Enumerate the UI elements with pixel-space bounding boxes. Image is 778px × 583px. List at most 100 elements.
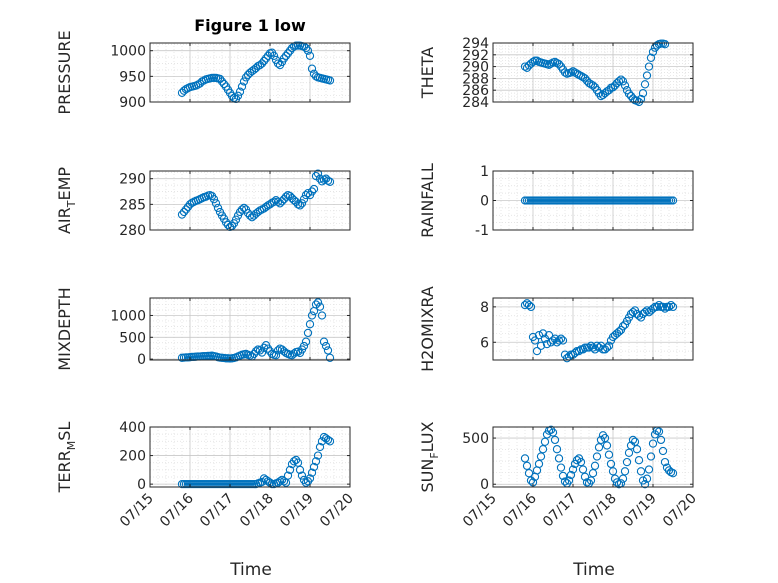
data-point	[658, 446, 668, 456]
x-tick-label: 07/20	[317, 491, 357, 531]
axes-frame	[492, 297, 694, 361]
data-point	[311, 72, 321, 81]
subplot-mixdepth: 0 500 1000 MIXDEPTH	[55, 287, 351, 371]
data-point	[660, 457, 670, 467]
data-point	[622, 457, 632, 467]
data-point	[566, 68, 576, 77]
data-point	[309, 184, 319, 194]
data-point	[596, 435, 606, 445]
data-point	[668, 469, 678, 478]
x-tick-label: 07/16	[500, 490, 540, 530]
data-point	[624, 448, 634, 457]
data-point	[576, 71, 586, 81]
minor-grid	[493, 171, 693, 230]
data-point	[588, 469, 598, 478]
data-point	[560, 477, 570, 486]
data-point	[604, 341, 614, 350]
data-point	[323, 176, 333, 185]
y-axis-label: THETA	[418, 47, 437, 99]
data-point	[271, 351, 281, 360]
data-point	[181, 205, 191, 214]
data-point	[325, 437, 335, 446]
data-point	[285, 465, 295, 475]
data-point	[307, 64, 317, 73]
subplot-pressure: 900 950 1000 PRESSURE	[55, 30, 351, 115]
data-point	[307, 187, 317, 196]
data-point	[634, 456, 644, 465]
data-point	[620, 81, 630, 90]
data-point	[301, 337, 311, 346]
figure-title: Figure 1 low	[194, 16, 306, 35]
data-point	[584, 343, 594, 352]
data-point	[604, 450, 614, 459]
data-point	[554, 60, 564, 69]
data-point	[297, 199, 307, 208]
data-point	[580, 472, 590, 481]
data-point	[546, 59, 556, 68]
data-point	[640, 80, 650, 89]
data-point	[592, 452, 602, 461]
data-point	[668, 196, 678, 205]
data-point	[588, 343, 598, 352]
data-point	[263, 344, 273, 353]
y-tick-label: 0	[480, 194, 489, 210]
data-point	[307, 468, 317, 477]
y-axis-label: TERRMSL	[55, 422, 78, 494]
data-point	[642, 306, 652, 315]
data-point	[602, 343, 612, 352]
y-axis-label: H2OMIXRA	[418, 286, 437, 372]
x-axis-label-right: Time	[572, 560, 615, 580]
data-point	[572, 456, 582, 465]
data-point	[620, 467, 630, 476]
data-point	[572, 69, 582, 78]
data-point	[536, 452, 546, 461]
y-tick-label: 6	[480, 335, 489, 351]
data-point	[654, 300, 664, 310]
data-point	[315, 442, 325, 452]
y-tick-label: 0	[137, 352, 146, 368]
data-point	[566, 470, 576, 480]
data-point	[520, 300, 530, 310]
data-point	[313, 298, 323, 307]
data-point	[646, 452, 656, 461]
x-tick-label: 07/15	[117, 491, 157, 531]
data-point	[640, 308, 650, 317]
data-point	[600, 433, 610, 443]
data-point	[299, 341, 309, 351]
data-point	[538, 329, 548, 338]
y-tick-label: 200	[119, 449, 146, 465]
data-point	[273, 346, 283, 355]
data-point	[279, 54, 289, 63]
data-point	[295, 465, 305, 475]
data-point	[546, 425, 556, 434]
y-tick-label: 1	[480, 164, 489, 180]
y-axis-label: AIRTEMP	[55, 167, 78, 234]
data-point	[556, 463, 566, 472]
axes-background	[150, 298, 350, 360]
data-point	[313, 169, 323, 178]
data-point	[309, 462, 319, 472]
subplot-rainfall: -1 0 1 RAINFALL	[418, 163, 694, 239]
y-tick-label: 294	[462, 36, 489, 52]
data-point	[664, 302, 674, 312]
minor-grid	[150, 171, 350, 230]
data-point	[301, 43, 311, 53]
data-point	[556, 334, 566, 343]
data-point	[594, 343, 604, 352]
y-tick-label: 286	[462, 83, 489, 99]
data-point	[223, 220, 233, 230]
data-point	[303, 188, 313, 198]
data-point	[534, 331, 544, 340]
data-point	[538, 445, 548, 454]
data-point	[552, 445, 562, 454]
data-point	[211, 199, 221, 208]
y-tick-label: 284	[462, 95, 489, 111]
data-point	[301, 190, 311, 200]
data-point	[307, 311, 317, 320]
data-point	[570, 348, 580, 358]
data-point	[554, 454, 564, 463]
data-point	[279, 477, 289, 486]
data-point	[293, 347, 303, 356]
y-tick-label: 900	[119, 95, 146, 111]
data-point	[323, 435, 333, 445]
